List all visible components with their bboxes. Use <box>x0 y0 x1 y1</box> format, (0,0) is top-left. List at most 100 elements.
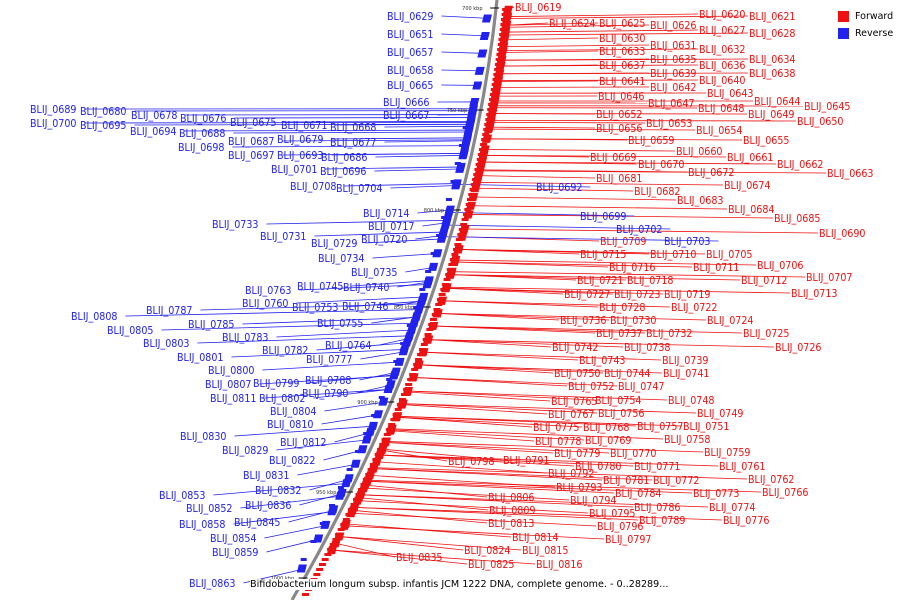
gene-label-0859: BLIJ_0859 <box>212 547 258 559</box>
forward-segment <box>477 153 485 156</box>
reverse-segment <box>419 288 426 291</box>
forward-segment <box>486 113 494 116</box>
leader-line-0629 <box>441 15 491 19</box>
scale-tick-label: 900 kbp <box>357 400 377 406</box>
genome-backbone-arc <box>290 0 499 600</box>
leader-line-0738 <box>428 339 624 348</box>
reverse-segment <box>337 486 344 489</box>
gene-label-0724: BLIJ_0724 <box>707 315 753 327</box>
forward-segment <box>458 228 466 231</box>
forward-segment <box>386 428 394 431</box>
leader-line-0713 <box>446 286 791 294</box>
forward-segment <box>392 413 400 416</box>
leader-line-0632 <box>502 48 699 51</box>
leader-line-0620 <box>507 13 699 17</box>
gene-label-0675: BLIJ_0675 <box>230 117 276 129</box>
leader-line-0784 <box>367 480 615 494</box>
reverse-segment <box>458 144 465 147</box>
gene-label-0661: BLIJ_0661 <box>727 152 773 164</box>
leader-line-0742 <box>428 339 552 348</box>
forward-segment <box>441 283 449 286</box>
leader-line-0760 <box>296 296 428 304</box>
gene-label-0853: BLIJ_0853 <box>159 490 205 502</box>
leader-line-0650 <box>490 119 797 122</box>
leader-line-0674 <box>476 182 724 186</box>
leader-line-0641 <box>497 80 599 82</box>
leader-line-0668 <box>384 125 474 128</box>
leader-line-0854 <box>264 524 330 539</box>
forward-segment <box>498 38 506 41</box>
gene-label-0619: BLIJ_0619 <box>515 2 561 14</box>
gene-label-0758: BLIJ_0758 <box>664 434 710 446</box>
gene-label-0714: BLIJ_0714 <box>363 208 409 220</box>
leader-line-0796 <box>351 512 597 527</box>
forward-segment <box>462 213 470 216</box>
gene-label-0761: BLIJ_0761 <box>719 461 765 473</box>
leader-line-0628 <box>504 32 749 36</box>
gene-label-0768: BLIJ_0768 <box>583 422 629 434</box>
leader-line-0776 <box>354 507 723 521</box>
gene-label-0740: BLIJ_0740 <box>343 282 389 294</box>
gene-label-0717: BLIJ_0717 <box>368 221 414 233</box>
gene-label-0629: BLIJ_0629 <box>387 11 433 23</box>
gene-glyph-0658 <box>474 66 485 75</box>
gene-label-0657: BLIJ_0657 <box>387 47 433 59</box>
leader-line-0741 <box>418 364 663 374</box>
gene-label-0621: BLIJ_0621 <box>749 11 795 23</box>
gene-label-0688: BLIJ_0688 <box>179 128 225 140</box>
leader-line-0688 <box>233 131 473 134</box>
gene-label-0711: BLIJ_0711 <box>693 262 739 274</box>
gene-label-0656: BLIJ_0656 <box>596 123 642 135</box>
leader-line-0730 <box>437 313 610 321</box>
leader-line-0625 <box>506 22 599 26</box>
gene-label-0738: BLIJ_0738 <box>624 342 670 354</box>
gene-label-0635: BLIJ_0635 <box>650 54 696 66</box>
scale-tick-label: 700 kbp <box>462 6 482 12</box>
forward-segment <box>449 258 457 261</box>
leader-line-0654 <box>489 128 696 131</box>
gene-label-0785: BLIJ_0785 <box>188 319 234 331</box>
leader-line-0700 <box>84 121 475 124</box>
gene-label-0650: BLIJ_0650 <box>797 116 843 128</box>
leader-line-0830 <box>234 425 377 437</box>
leader-line-0751 <box>397 415 683 427</box>
gene-label-0697: BLIJ_0697 <box>228 150 274 162</box>
gene-label-0858: BLIJ_0858 <box>179 519 225 531</box>
reverse-segment <box>441 216 448 219</box>
gene-label-0674: BLIJ_0674 <box>724 180 770 192</box>
forward-segment <box>494 63 502 66</box>
leader-line-0724 <box>437 313 707 321</box>
reverse-segment <box>378 396 385 399</box>
gene-label-0720: BLIJ_0720 <box>361 234 407 246</box>
reverse-segment <box>406 324 413 327</box>
gene-label-0731: BLIJ_0731 <box>260 231 306 243</box>
forward-segment <box>492 78 500 81</box>
forward-segment <box>362 478 370 481</box>
reverse-swatch-icon <box>838 28 849 39</box>
gene-label-0797: BLIJ_0797 <box>605 534 651 546</box>
forward-segment <box>329 543 337 546</box>
gene-glyphs <box>296 5 513 596</box>
leader-line-0801 <box>231 348 409 358</box>
gene-label-0712: BLIJ_0712 <box>741 275 787 287</box>
gene-label-0638: BLIJ_0638 <box>749 68 795 80</box>
gene-glyph-0735 <box>428 262 439 271</box>
forward-segment <box>488 103 496 106</box>
forward-segment <box>433 308 441 311</box>
gene-label-0681: BLIJ_0681 <box>596 173 642 185</box>
forward-segment <box>420 343 428 346</box>
gene-label-0745: BLIJ_0745 <box>297 281 343 293</box>
leader-line-0681 <box>478 175 596 179</box>
forward-segment <box>489 98 497 101</box>
gene-label-0710: BLIJ_0710 <box>650 249 696 261</box>
forward-segment <box>379 443 387 446</box>
forward-segment <box>494 68 502 71</box>
gene-label-0628: BLIJ_0628 <box>749 28 795 40</box>
forward-segment <box>335 533 343 536</box>
forward-segment <box>475 163 483 166</box>
leader-line-0770 <box>385 442 610 454</box>
gene-label-0800: BLIJ_0800 <box>208 365 254 377</box>
leader-line-0684 <box>470 205 728 210</box>
gene-glyph-0852 <box>335 491 346 500</box>
leader-line-0729 <box>365 238 446 244</box>
